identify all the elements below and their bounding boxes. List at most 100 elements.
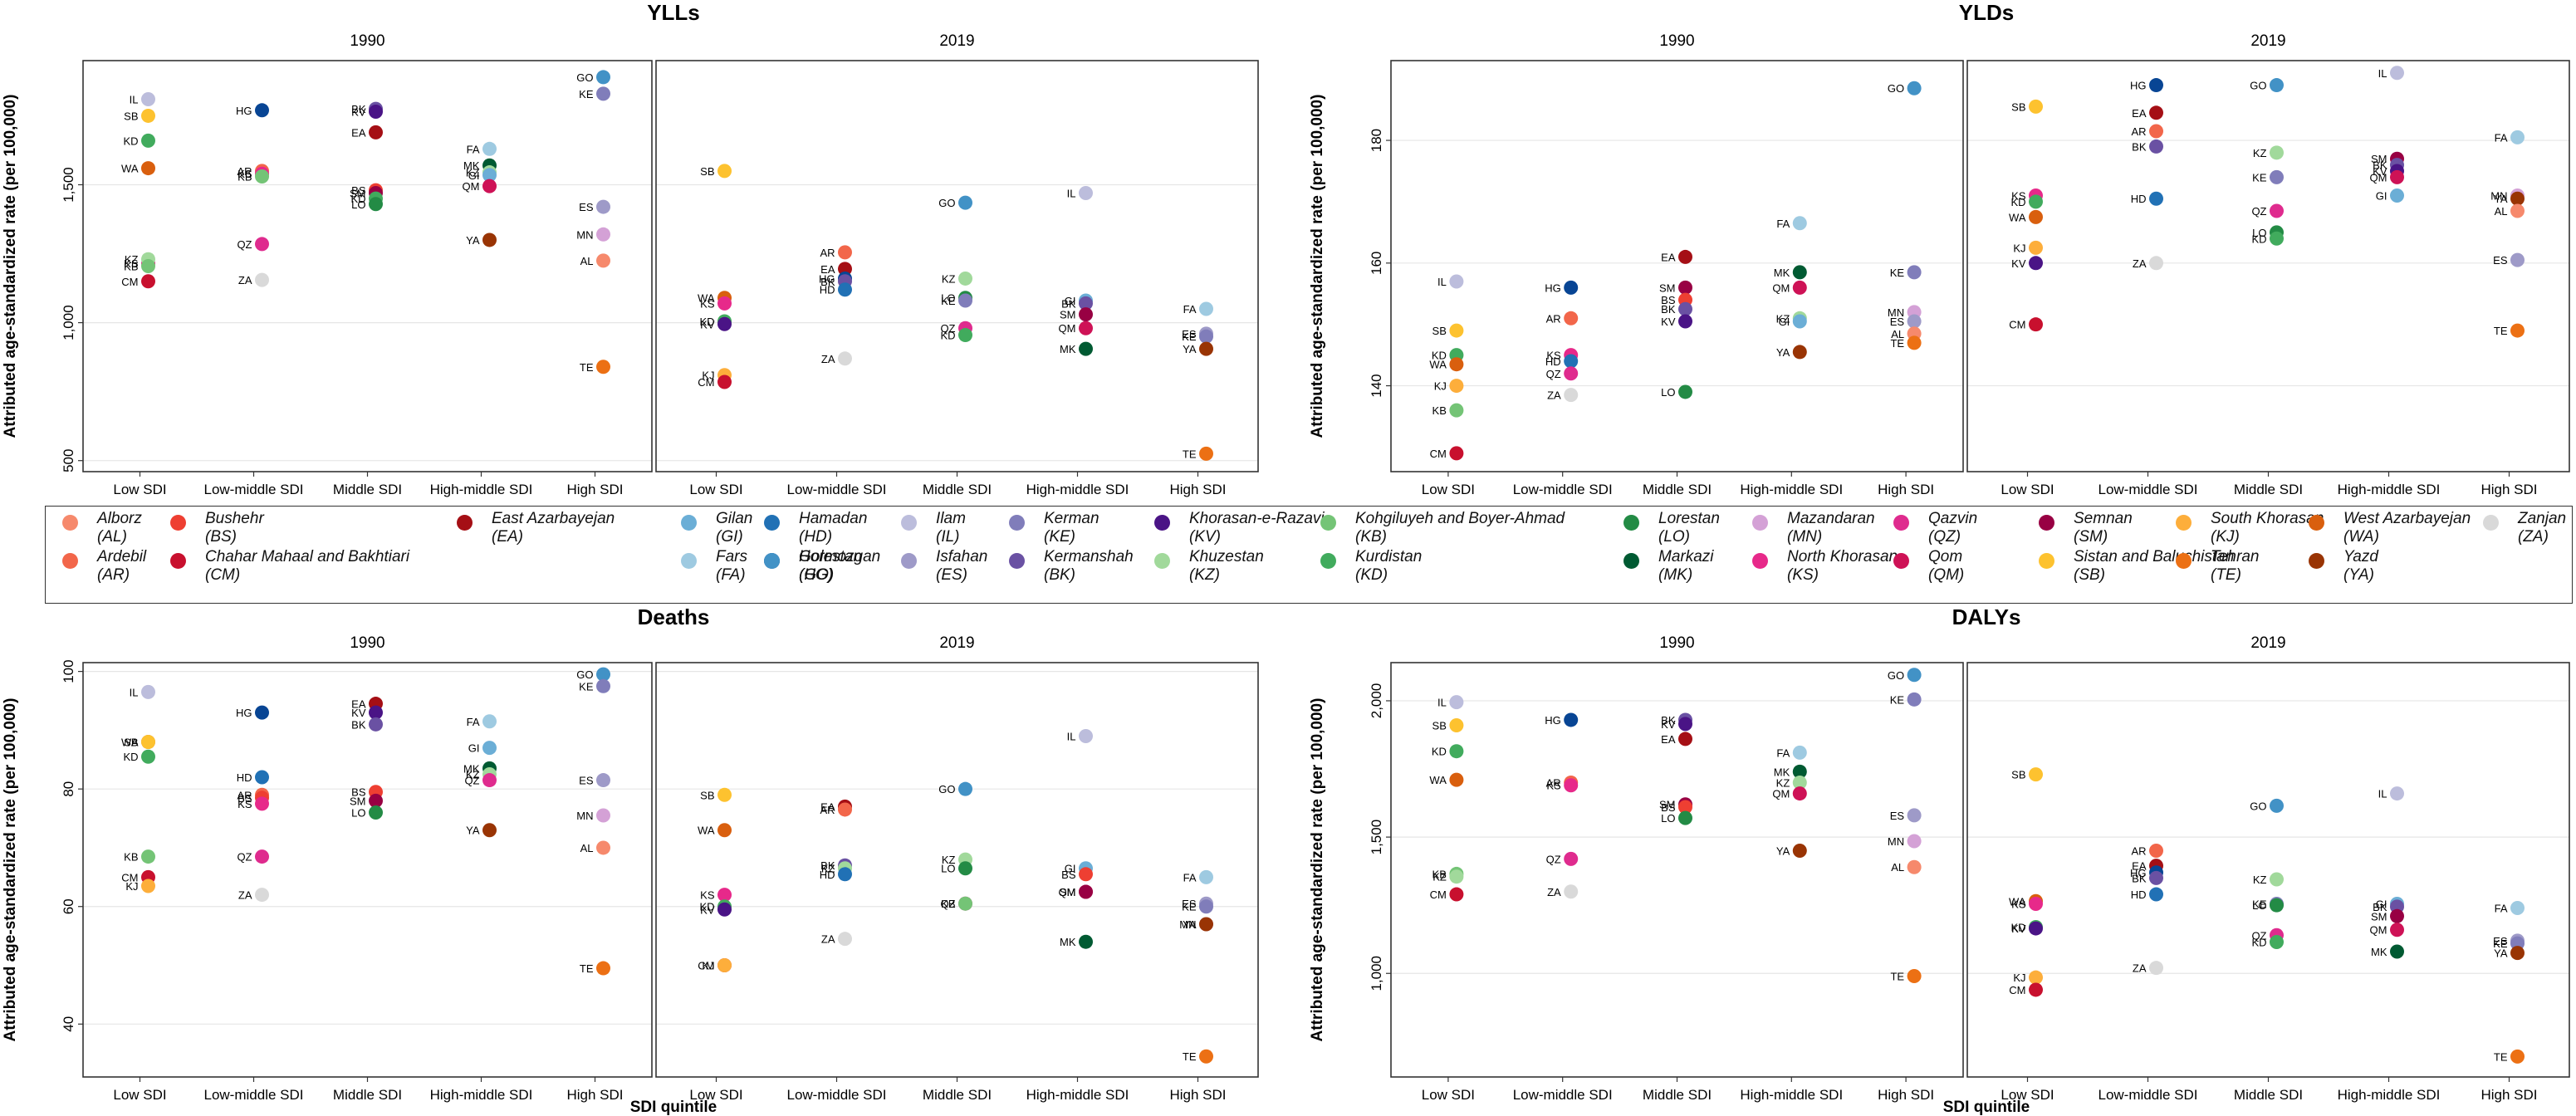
legend-name: Qazvin [1928, 510, 1978, 527]
data-label: KE [579, 88, 594, 100]
data-point-kv [369, 705, 383, 720]
data-label: GI [468, 169, 480, 182]
legend-code: (GO) [799, 566, 835, 584]
data-label: LO [351, 806, 365, 819]
x-axis-label: SDI quintile [1943, 1099, 2030, 1116]
legend-swatch [681, 553, 697, 569]
legend-name: Fars [716, 548, 747, 565]
data-point-cm [1449, 887, 1464, 902]
data-point-sb [2029, 767, 2043, 782]
data-point-go [596, 667, 610, 682]
data-label: KZ [942, 854, 956, 866]
legend-code: (BS) [205, 528, 237, 546]
data-label: KZ [942, 272, 956, 285]
data-point-fa [2510, 130, 2525, 144]
data-point-ke [2270, 169, 2284, 184]
legend-name: West Azarbayejan [2343, 510, 2471, 527]
legend-code: (LO) [1658, 528, 1690, 546]
y-axis-label: Attributed age-standardized rate (per 10… [1309, 698, 1326, 1042]
data-label: CM [698, 376, 714, 389]
data-point-wa [717, 823, 732, 838]
data-label: MK [1060, 343, 1076, 355]
data-label: BK [1661, 714, 1676, 727]
legend-code: (GI) [716, 528, 743, 546]
legend-name: Isfahan [936, 548, 988, 565]
data-point-wa [1449, 772, 1464, 787]
data-label: QM [2370, 171, 2387, 184]
data-point-ya [1792, 345, 1807, 360]
data-label: ZA [1547, 389, 1561, 402]
data-point-te [1907, 969, 1922, 984]
data-point-ya [1199, 917, 1213, 932]
data-label: WA [2009, 895, 2026, 908]
x-tick-label: High SDI [1169, 1087, 1226, 1103]
data-point-fa [1199, 301, 1213, 316]
data-point-qm [1792, 280, 1807, 295]
legend-swatch [1154, 553, 1170, 569]
data-label: WA [121, 737, 139, 749]
x-tick-label: Middle SDI [2234, 1087, 2303, 1103]
data-point-go [596, 70, 610, 85]
y-tick-label: 140 [1369, 374, 1384, 397]
legend-name: East Azarbayejan [492, 510, 615, 527]
data-point-hd [2149, 887, 2163, 902]
data-point-il [1079, 185, 1093, 200]
data-label: BS [238, 792, 252, 805]
data-label: ES [2493, 254, 2508, 267]
data-label: IL [1437, 276, 1447, 288]
legend-code: (AR) [97, 566, 130, 584]
legend-code: (FA) [716, 566, 746, 584]
data-point-qm [1792, 786, 1807, 801]
data-point-hg [255, 103, 269, 118]
data-point-kz [2270, 872, 2284, 887]
data-label: SM [350, 795, 366, 807]
data-label: EA [2132, 860, 2147, 873]
data-label: AL [1891, 861, 1904, 874]
data-point-kb [1449, 403, 1464, 418]
data-point-ks [717, 296, 732, 311]
data-point-al [1907, 859, 1922, 874]
legend-name: Kurdistan [1355, 548, 1423, 565]
data-point-gi [1792, 314, 1807, 329]
y-tick-label: 80 [61, 781, 76, 797]
data-label: AR [1546, 776, 1561, 789]
data-point-qz [1564, 366, 1579, 381]
data-label: KD [2010, 196, 2025, 208]
legend-name: Semnan [2074, 510, 2133, 527]
legend-swatch [1893, 515, 1909, 531]
data-point-il [1449, 695, 1464, 710]
data-label: FA [1183, 303, 1197, 316]
data-point-ks [255, 796, 269, 811]
data-point-ar [2149, 844, 2163, 859]
data-label: KJ [702, 370, 714, 382]
data-point-fa [1199, 869, 1213, 884]
data-point-fa [1792, 216, 1807, 231]
data-point-za [2149, 961, 2163, 976]
data-point-mn [596, 227, 610, 242]
data-point-al [596, 253, 610, 268]
data-label: EA [820, 263, 835, 276]
data-label: KD [2010, 921, 2025, 933]
data-point-go [958, 195, 972, 210]
data-label: YA [1183, 343, 1197, 355]
data-point-sb [717, 787, 732, 802]
data-point-ks [1564, 778, 1579, 793]
data-point-kv [2029, 256, 2043, 271]
data-point-hg [2149, 78, 2163, 93]
data-label: GI [468, 742, 480, 755]
legend-code: (ZA) [2518, 528, 2549, 546]
y-tick-label: 1,500 [1369, 820, 1384, 855]
data-label: GO [1888, 669, 1904, 682]
data-label: AR [2131, 845, 2146, 858]
data-point-kv [717, 902, 732, 917]
data-label: BK [2373, 901, 2387, 913]
data-point-te [1907, 335, 1922, 350]
legend-swatch [901, 553, 917, 569]
legend-swatch [1623, 553, 1639, 569]
data-point-ks [2029, 897, 2043, 912]
legend-swatch [170, 553, 186, 569]
data-point-lo [369, 197, 383, 212]
data-point-kz [2270, 145, 2284, 160]
data-point-ke [596, 86, 610, 101]
data-label: AL [1891, 328, 1904, 340]
